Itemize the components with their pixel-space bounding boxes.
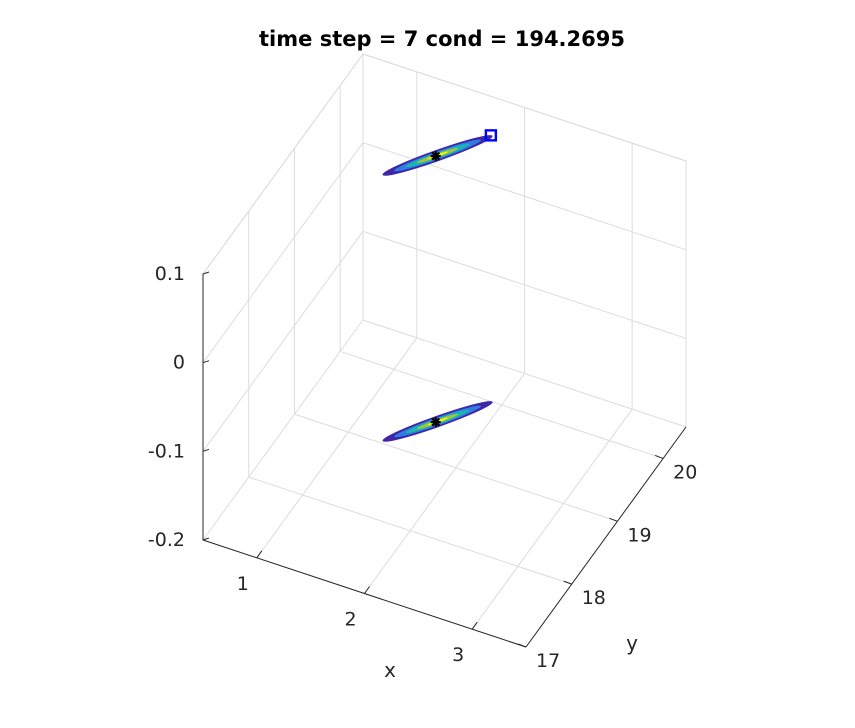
asterisk-marker bbox=[430, 151, 441, 162]
z-tick bbox=[202, 360, 210, 364]
y-tick-label: 20 bbox=[673, 461, 697, 483]
grid-line bbox=[202, 142, 364, 363]
x-tick-label: 2 bbox=[344, 609, 356, 631]
grid-line bbox=[339, 350, 664, 459]
y-tick bbox=[609, 517, 618, 522]
y-tick bbox=[654, 454, 664, 459]
x-tick bbox=[256, 550, 263, 559]
asterisk-marker bbox=[430, 417, 441, 428]
z-tick bbox=[202, 448, 210, 452]
x-axis-label: x bbox=[384, 658, 396, 682]
grid-line bbox=[248, 476, 572, 585]
x-tick-label: 1 bbox=[237, 573, 249, 595]
grid bbox=[202, 53, 687, 648]
z-tick-label: -0.1 bbox=[148, 440, 185, 462]
grid-line bbox=[202, 231, 364, 452]
square-marker bbox=[484, 129, 498, 142]
y-tick-label: 19 bbox=[627, 524, 651, 546]
y-tick-label: 18 bbox=[582, 587, 606, 609]
y-axis-label: y bbox=[626, 631, 638, 655]
x-tick bbox=[364, 586, 370, 594]
grid-line bbox=[471, 408, 633, 630]
box-edge bbox=[362, 53, 687, 162]
axes bbox=[202, 271, 687, 648]
z-tick-label: -0.2 bbox=[148, 529, 185, 551]
y-axis-line bbox=[525, 426, 687, 648]
x-tick-label: 3 bbox=[452, 644, 464, 666]
z-tick-label: 0 bbox=[173, 352, 185, 374]
y-tick bbox=[517, 643, 527, 648]
z-tick-label: 0.1 bbox=[155, 263, 185, 285]
z-tick bbox=[202, 537, 210, 541]
box-edge bbox=[202, 53, 364, 275]
grid-line bbox=[256, 337, 418, 559]
ellipse-outline bbox=[382, 135, 493, 176]
x-tick bbox=[471, 621, 478, 630]
z-tick bbox=[202, 271, 210, 275]
y-tick-label: 17 bbox=[536, 650, 560, 672]
ellipse-outline bbox=[382, 401, 493, 442]
grid-line bbox=[362, 230, 687, 339]
grid-line bbox=[202, 319, 364, 541]
grid-line bbox=[364, 373, 525, 594]
y-tick bbox=[563, 580, 572, 585]
plot-data bbox=[382, 129, 498, 442]
grid-line bbox=[294, 413, 618, 522]
chart-title: time step = 7 cond = 194.2695 bbox=[259, 27, 625, 51]
tick-labels: 1 2 3 17 18 19 20 0.1 0 -0.1 -0.2 bbox=[148, 263, 697, 672]
